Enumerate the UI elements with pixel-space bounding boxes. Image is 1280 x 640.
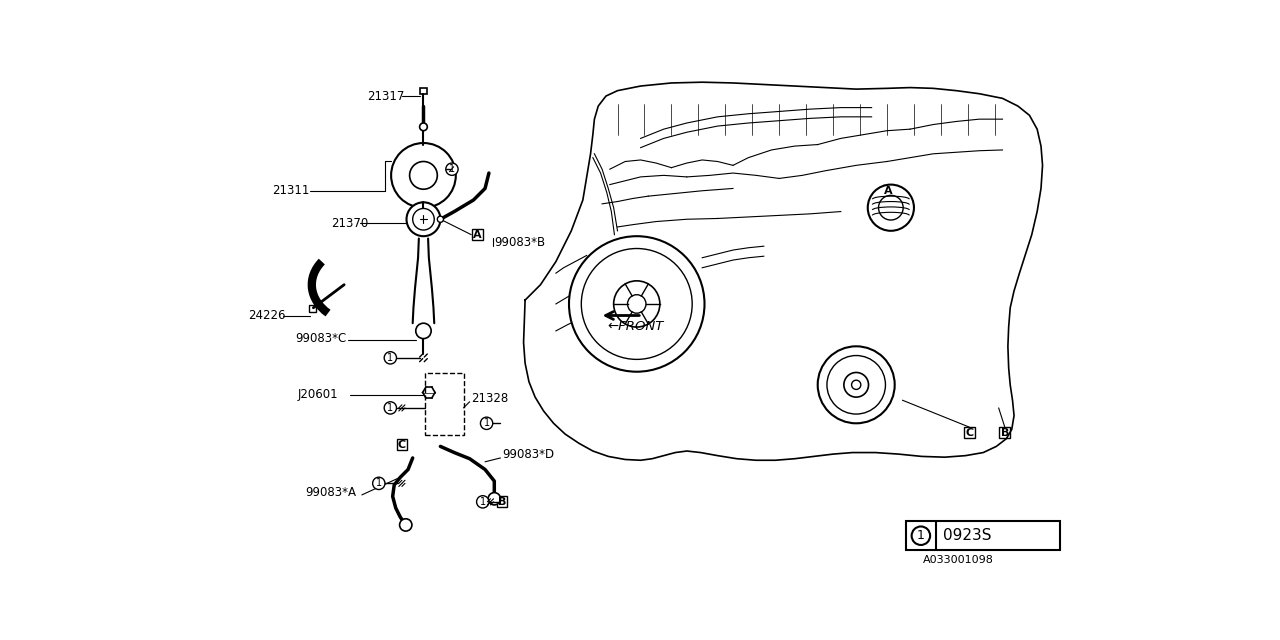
Circle shape: [570, 236, 704, 372]
Circle shape: [476, 495, 489, 508]
Text: A: A: [884, 186, 893, 196]
Circle shape: [613, 281, 660, 327]
Text: C: C: [398, 440, 406, 450]
Circle shape: [868, 184, 914, 231]
Circle shape: [407, 202, 440, 236]
Circle shape: [399, 519, 412, 531]
Text: A: A: [474, 230, 481, 239]
Text: C: C: [965, 428, 974, 438]
Circle shape: [488, 493, 500, 505]
Text: 0923S: 0923S: [943, 528, 992, 543]
Bar: [308, 305, 316, 312]
Circle shape: [878, 195, 904, 220]
Bar: [472, 229, 483, 240]
Bar: [397, 440, 407, 451]
Text: B: B: [1001, 428, 1009, 438]
Text: 99083*B: 99083*B: [494, 236, 545, 249]
Polygon shape: [524, 82, 1042, 460]
Text: 1: 1: [480, 497, 486, 507]
Text: 99083*D: 99083*D: [502, 447, 554, 461]
Circle shape: [844, 372, 869, 397]
Text: J20601: J20601: [298, 388, 339, 401]
Circle shape: [392, 143, 456, 208]
Circle shape: [412, 209, 434, 230]
Text: ←FRONT: ←FRONT: [608, 320, 664, 333]
Bar: [425, 373, 463, 435]
Circle shape: [445, 163, 458, 175]
Circle shape: [384, 402, 397, 414]
Bar: [420, 88, 428, 93]
Text: 1: 1: [916, 529, 925, 542]
Text: 99083*C: 99083*C: [296, 332, 347, 345]
Circle shape: [827, 356, 886, 414]
Circle shape: [438, 216, 443, 222]
Text: 21317: 21317: [367, 90, 404, 102]
Circle shape: [480, 417, 493, 429]
Circle shape: [384, 352, 397, 364]
Circle shape: [416, 323, 431, 339]
Text: 24226: 24226: [248, 309, 285, 322]
Circle shape: [420, 123, 428, 131]
Text: 1: 1: [449, 164, 454, 174]
Text: 1: 1: [376, 478, 381, 488]
Circle shape: [581, 248, 692, 360]
Circle shape: [851, 380, 861, 389]
Bar: [497, 497, 507, 508]
Text: 21311: 21311: [273, 184, 310, 197]
Circle shape: [818, 346, 895, 423]
Circle shape: [911, 527, 931, 545]
Bar: [1000, 427, 1010, 438]
Bar: [906, 521, 1060, 550]
Text: 1: 1: [388, 353, 393, 363]
Bar: [883, 186, 893, 196]
Circle shape: [627, 294, 646, 313]
Text: 1: 1: [484, 419, 490, 428]
Bar: [964, 427, 975, 438]
Text: 21328: 21328: [471, 392, 508, 405]
Circle shape: [410, 161, 438, 189]
Text: B: B: [498, 497, 506, 507]
Text: 21370: 21370: [332, 216, 369, 230]
Text: A033001098: A033001098: [923, 555, 995, 564]
Circle shape: [372, 477, 385, 490]
Text: 1: 1: [388, 403, 393, 413]
Text: 99083*A: 99083*A: [306, 486, 357, 499]
